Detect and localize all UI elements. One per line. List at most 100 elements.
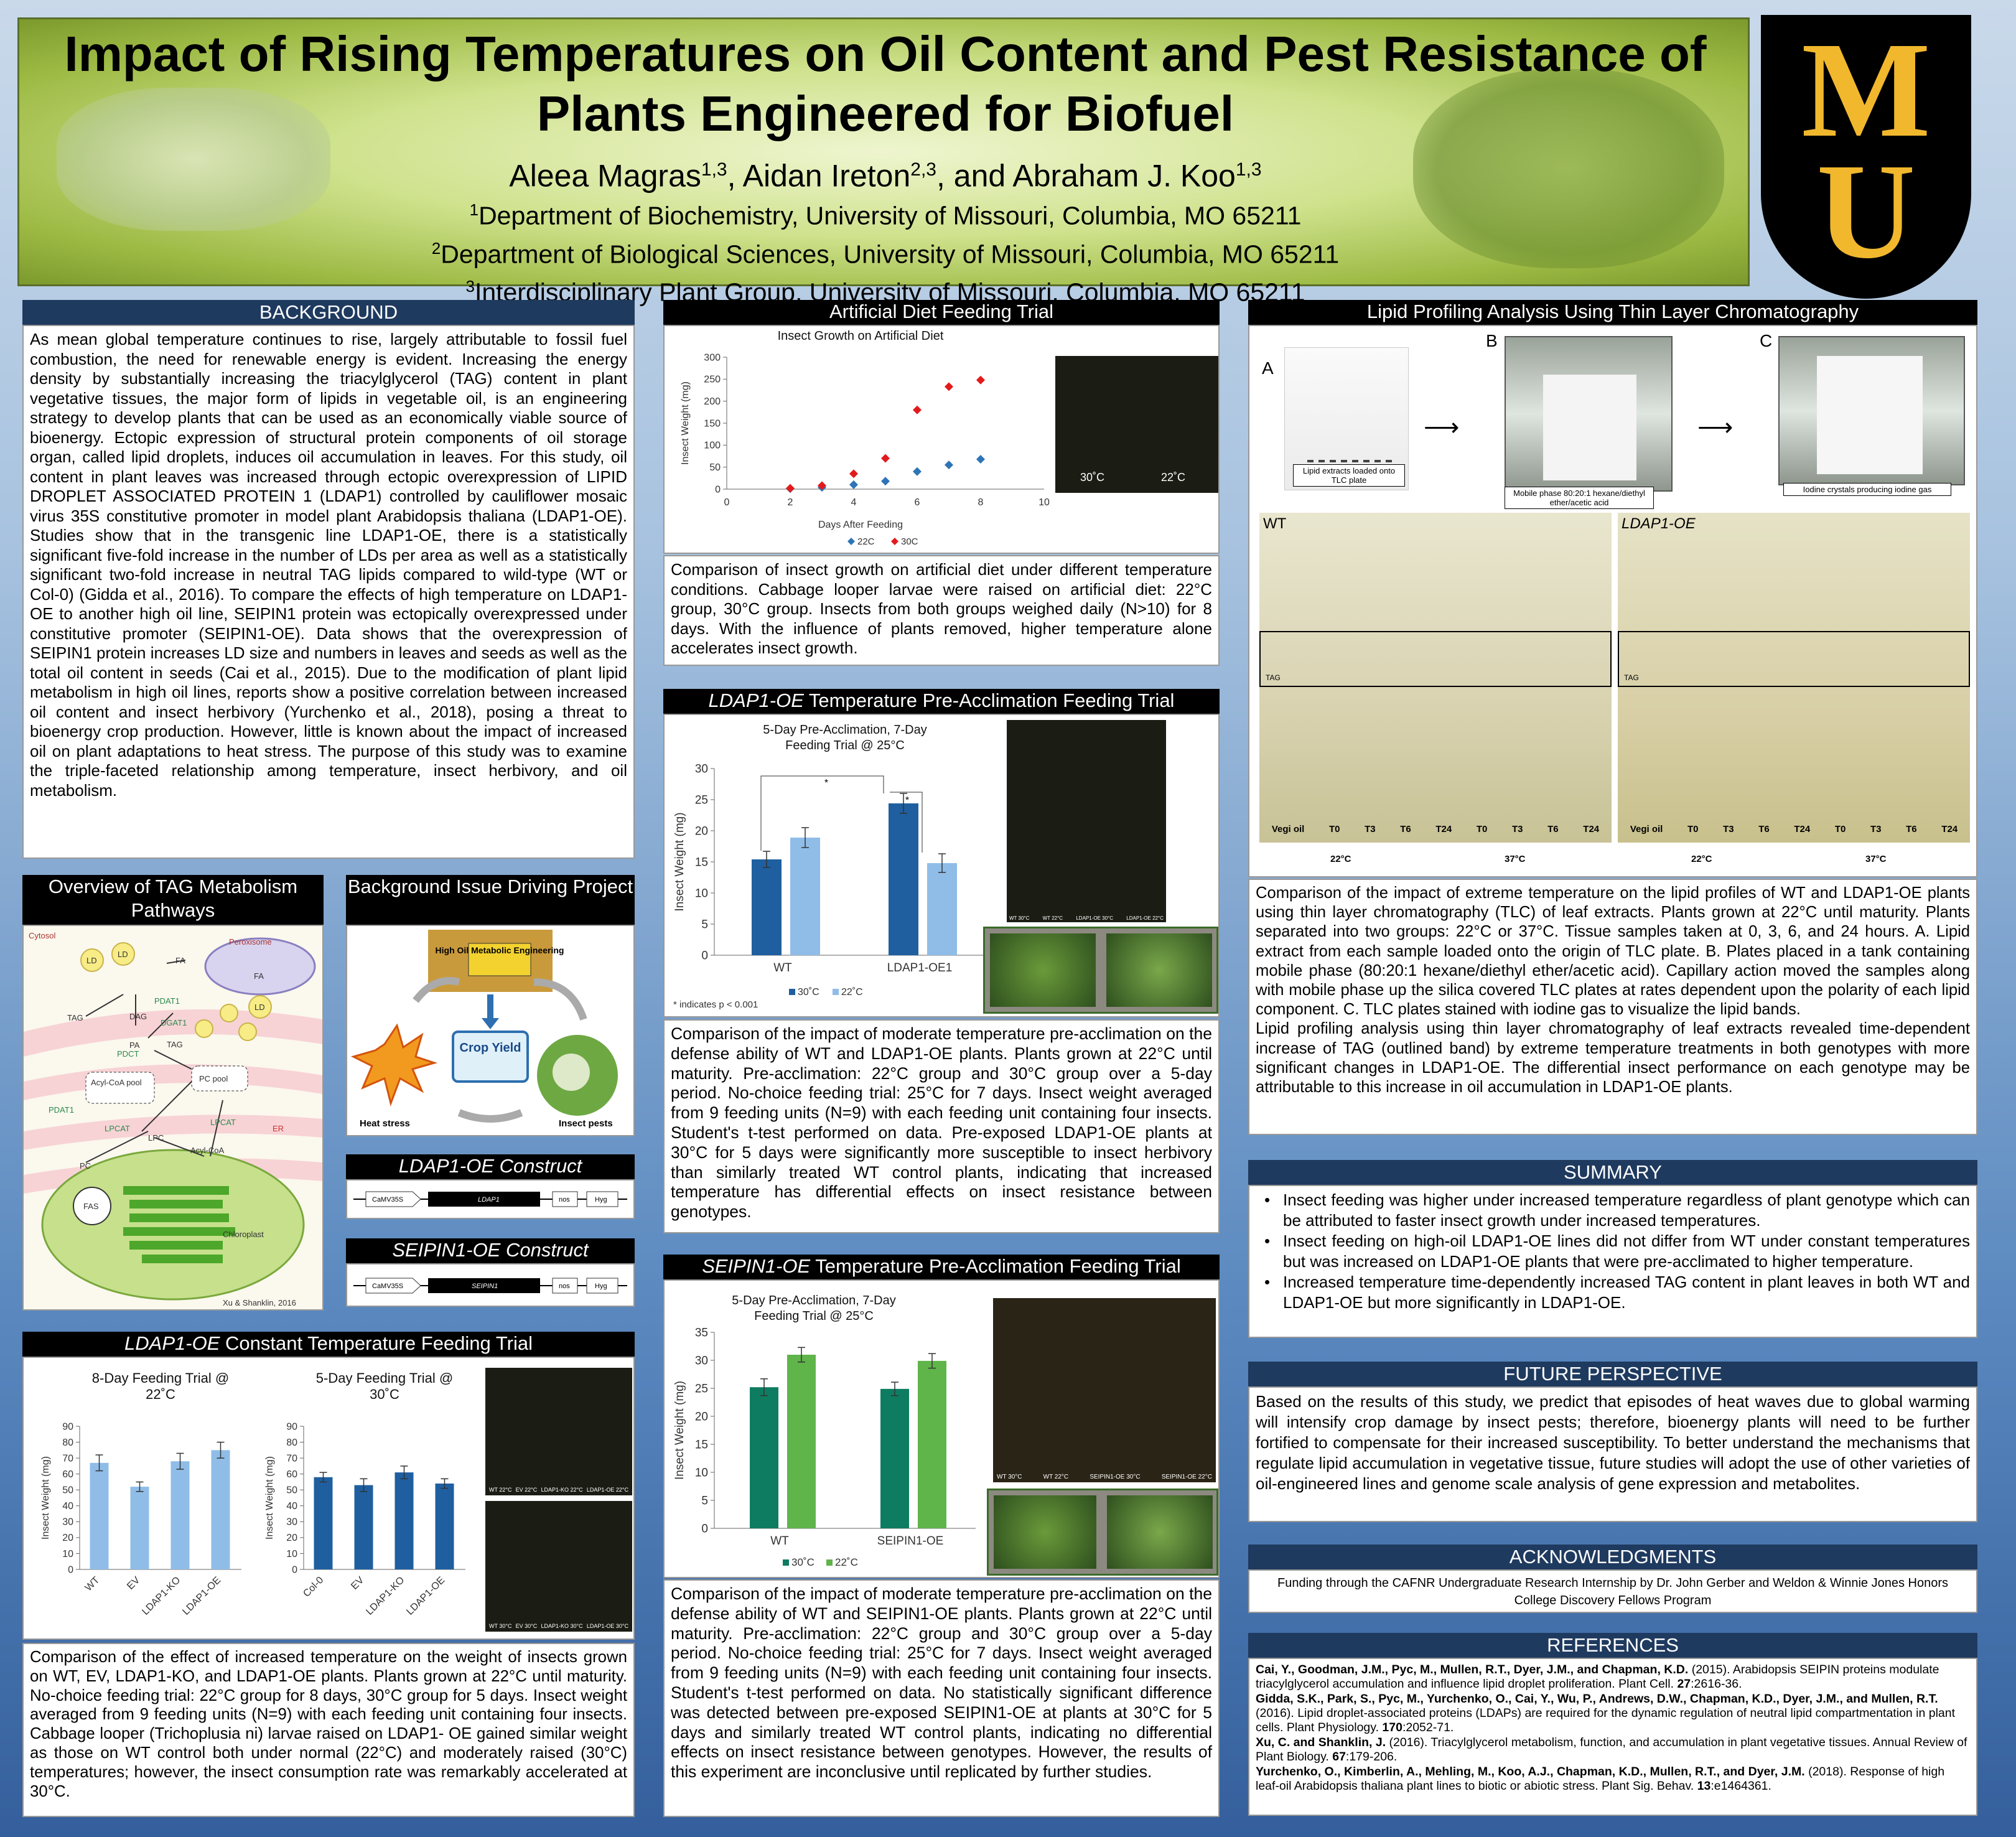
ldap-construct-heading: LDAP1-OE Construct (346, 1154, 635, 1179)
legend-label: 30˚C (798, 987, 819, 998)
svg-text:ER: ER (273, 1124, 284, 1133)
data-point (976, 454, 985, 464)
bar (354, 1485, 373, 1569)
y-axis-label: Insect Weight (mg) (680, 381, 691, 465)
data-point (849, 469, 858, 479)
y-tick-label: 0 (715, 484, 721, 495)
preacc-seipin-larvae-photo: WT 30°C WT 22°C SEIPIN1-OE 30°C SEIPIN1-OE … (993, 1298, 1216, 1482)
x-tick-label: 10 (1038, 497, 1050, 508)
y-tick-label: 0 (701, 1522, 708, 1535)
preacc-ldap-larvae-photo: WT 30°C WT 22°C LDAP1-OE 30°C LDAP1-OE 22°C (1007, 720, 1166, 922)
bar (435, 1484, 454, 1569)
bar (889, 803, 918, 955)
svg-text:CaMV35S: CaMV35S (372, 1196, 403, 1204)
x-tick-label: 6 (915, 497, 920, 508)
label-peroxisome: Peroxisome (229, 937, 272, 947)
diet-larvae-photo: 30˚C 22˚C (1055, 356, 1218, 493)
background-heading: BACKGROUND (22, 300, 635, 325)
summary-item: Insect feeding was higher under increase… (1264, 1190, 1970, 1231)
future-heading: FUTURE PERSPECTIVE (1248, 1362, 1977, 1386)
y-tick-label: 10 (695, 887, 708, 900)
affiliation-2: 2Department of Biological Sciences, Univ… (431, 238, 1340, 269)
y-tick-label: 20 (62, 1533, 73, 1543)
data-point (881, 454, 890, 463)
svg-text:PC: PC (80, 1161, 91, 1171)
data-point (849, 480, 858, 489)
diet-panel: 0 50 100 150 200 250 300 0 2 4 6 8 10 Insect Growth o… (663, 325, 1220, 554)
y-tick-label: 40 (286, 1501, 297, 1512)
refs-heading: REFERENCES (1248, 1633, 1977, 1658)
tlc-caption: Comparison of the impact of extreme temp… (1248, 879, 1977, 1135)
y-tick-label: 150 (704, 418, 721, 429)
legend-swatch (789, 989, 795, 995)
significance-bracket (890, 792, 923, 853)
bar (750, 1387, 778, 1528)
arrow-icon-2: ⟶ (1697, 414, 1734, 441)
y-tick-label: 200 (704, 396, 721, 407)
constant-panel: 0 10 20 30 40 50 60 70 80 90 WT EV LDAP1-KO LDAP1-OE I… (22, 1357, 635, 1640)
author-1: Aleea Magras (509, 158, 701, 194)
affiliations: 1Department of Biochemistry, University … (19, 194, 1752, 309)
diet-caption: Comparison of insect growth on artificia… (663, 555, 1220, 666)
constant-photo-30: WT 30°C EV 30°C LDAP1-KO 30°C LDAP1-OE 30°C (485, 1501, 632, 1632)
svg-text:Acyl-CoA pool: Acyl-CoA pool (91, 1078, 142, 1087)
diagram-credit: Xu & Shanklin, 2016 (223, 1298, 296, 1307)
summary-heading: SUMMARY (1248, 1160, 1977, 1185)
preacc-seipin-chart: 0 5 10 15 20 25 30 35 WT SEIPIN1-OE Insect Weight … (673, 1294, 976, 1568)
y-tick-label: 10 (62, 1549, 73, 1559)
preacc-seipin-plants-photo (987, 1489, 1218, 1576)
y-tick-label: 10 (286, 1549, 297, 1559)
svg-text:LPC: LPC (148, 1133, 164, 1143)
y-axis-label: Insect Weight (mg) (264, 1456, 275, 1540)
logo-letter-m: M (1801, 14, 1931, 166)
chart-title: Feeding Trial @ 25°C (785, 739, 905, 752)
arrow-icon-1: ⟶ (1424, 414, 1460, 441)
reference-item: Gidda, S.K., Park, S., Pyc, M., Yurchenk… (1256, 1692, 1956, 1734)
x-axis-label: Days After Feeding (818, 520, 903, 530)
category-label: LDAP1-OE1 (887, 961, 953, 975)
category-label: SEIPIN1-OE (877, 1535, 944, 1548)
constant-photo-22: WT 22°C EV 22°C LDAP1-KO 22°C LDAP1-OE 22°C (485, 1368, 632, 1495)
category-label: WT (83, 1575, 102, 1594)
issue-diagram: High Oil Metabolic Engineering Crop Yiel… (346, 925, 635, 1136)
chart-title: 5-Day Pre-Acclimation, 7-Day (763, 723, 926, 737)
x-tick-label: 2 (788, 497, 793, 508)
diet-chart: 0 50 100 150 200 250 300 0 2 4 6 8 10 Insect Growth o… (680, 329, 1050, 547)
svg-text:Hyg: Hyg (595, 1283, 607, 1290)
preacc-seipin-panel: 0 5 10 15 20 25 30 35 WT SEIPIN1-OE Insect Weight … (663, 1279, 1220, 1578)
y-tick-label: 30 (695, 1354, 708, 1367)
y-tick-label: 5 (701, 918, 708, 931)
legend-swatch (826, 1559, 833, 1566)
svg-text:Chloroplast: Chloroplast (223, 1230, 264, 1239)
svg-text:Hyg: Hyg (595, 1196, 607, 1204)
y-tick-label: 30 (62, 1517, 73, 1528)
y-axis-label: Insect Weight (mg) (673, 1381, 686, 1480)
author-line: Aleea Magras1,3, Aidan Ireton2,3, and Ab… (509, 158, 1262, 194)
svg-text:nos: nos (559, 1283, 570, 1290)
chart-title: Insect Growth on Artificial Diet (778, 329, 944, 343)
y-axis-label: Insect Weight (mg) (673, 812, 686, 911)
bar (752, 859, 782, 955)
legend-label: 22˚C (841, 987, 863, 998)
bar (790, 838, 820, 955)
reference-item: Cai, Y., Goodman, J.M., Pyc, M., Mullen,… (1256, 1663, 1939, 1691)
svg-text:CaMV35S: CaMV35S (372, 1283, 403, 1290)
legend-marker (891, 538, 898, 545)
svg-text:FA: FA (175, 956, 185, 965)
category-label: EV (125, 1575, 142, 1592)
bar (90, 1462, 109, 1569)
chart-title: 5-Day Feeding Trial @ (316, 1370, 453, 1386)
preacc-ldap-panel: 0 5 10 15 20 25 30 WT LDAP1-OE1 Insect Weight (mg… (663, 714, 1220, 1017)
svg-text:SEIPIN1: SEIPIN1 (472, 1283, 498, 1290)
category-label: LDAP1-OE (404, 1575, 447, 1617)
ack-heading: ACKNOWLEDGMENTS (1248, 1545, 1977, 1569)
legend-marker (847, 538, 855, 545)
svg-text:nos: nos (559, 1196, 570, 1204)
legend-label: 22C (857, 536, 875, 547)
y-axis-label: Insect Weight (mg) (40, 1456, 51, 1540)
background-text: As mean global temperature continues to … (22, 325, 635, 859)
future-text: Based on the results of this study, we p… (1248, 1386, 1977, 1522)
tlc-lane-labels-wt: Vegi oil T0 T3 T6 T24 T0 T3 T6 T24 (1271, 824, 1600, 834)
y-tick-label: 50 (286, 1485, 297, 1496)
data-point (945, 382, 953, 391)
